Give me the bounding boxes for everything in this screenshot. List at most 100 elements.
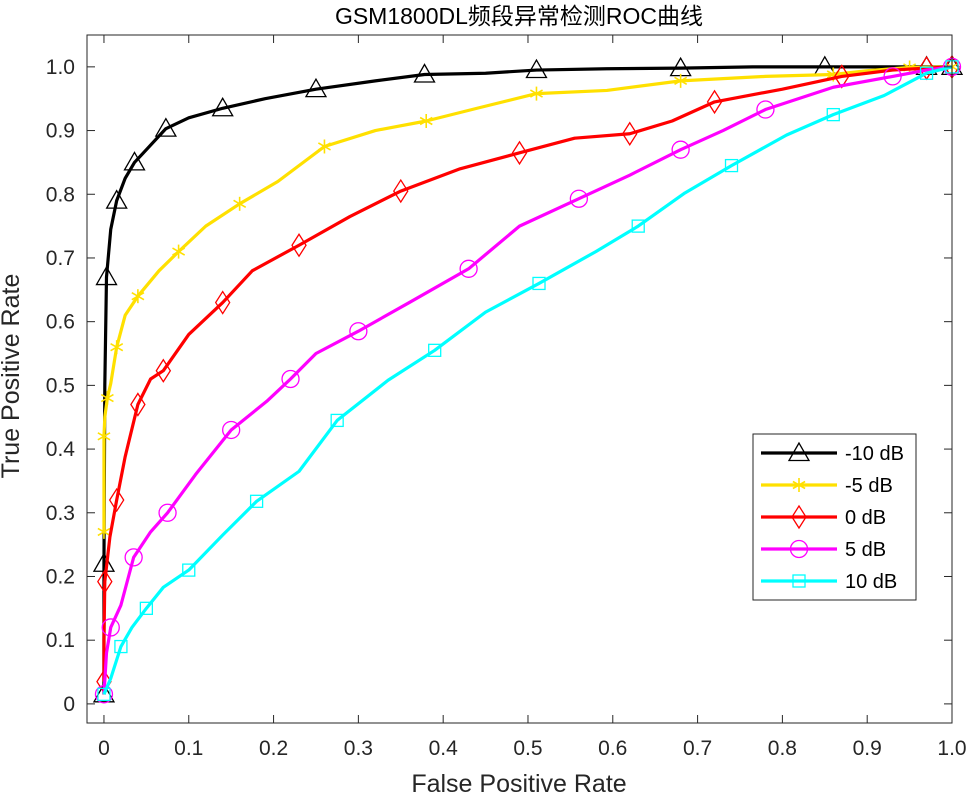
asterisk-stroke [233, 199, 247, 209]
x-tick-label: 0.5 [513, 737, 542, 760]
data-point [155, 358, 172, 383]
data-point [92, 683, 116, 703]
data-point [724, 158, 739, 173]
y-tick-label: 0 [63, 693, 75, 716]
data-point [222, 420, 241, 440]
y-tick-label: 1.0 [46, 56, 75, 79]
data-point [97, 569, 113, 594]
series-4 [97, 60, 959, 701]
series-line [102, 65, 953, 682]
data-point [393, 178, 409, 204]
legend-swatch-marker [792, 574, 806, 588]
x-tick-label: 0.7 [683, 737, 712, 760]
legend-label: 10 dB [845, 571, 897, 593]
legend-label: -5 dB [845, 475, 893, 497]
data-point [419, 114, 433, 128]
series-line [102, 65, 953, 695]
legend-swatch-marker [787, 441, 811, 462]
x-axis-label: False Positive Rate [411, 770, 626, 796]
data-point [459, 259, 478, 278]
legend: -10 dB -5 dB 0 dB 5 dB 10 dB [752, 433, 917, 601]
data-point [182, 563, 196, 577]
data-point [349, 322, 368, 341]
data-point [621, 121, 638, 146]
legend-label: -10 dB [845, 443, 904, 465]
y-tick-label: 0.3 [46, 502, 75, 525]
data-point [100, 391, 114, 406]
asterisk-stroke [110, 342, 124, 352]
data-point [214, 290, 231, 315]
data-point [249, 494, 264, 508]
asterisk-stroke [792, 480, 806, 490]
data-point [826, 107, 840, 122]
data-point [95, 265, 118, 286]
asterisk-stroke [419, 116, 433, 126]
data-point [317, 139, 331, 154]
data-point [172, 244, 186, 259]
data-point [330, 413, 344, 428]
data-point [833, 64, 850, 89]
legend-label: 5 dB [845, 539, 886, 561]
axes-box [86, 34, 953, 724]
y-tick-label: 0.1 [46, 629, 75, 652]
series-line [102, 65, 953, 695]
asterisk-stroke [674, 76, 688, 86]
legend-swatch-marker [791, 504, 807, 530]
data-point [671, 140, 690, 159]
data-point [124, 548, 143, 567]
legend-swatch-marker [792, 478, 806, 492]
y-tick-label: 0.2 [46, 565, 75, 588]
asterisk-stroke [529, 89, 543, 98]
x-tick-label: 0.8 [768, 737, 797, 760]
data-point [130, 392, 146, 417]
data-point [756, 100, 775, 119]
data-point [131, 289, 145, 304]
data-point [105, 189, 128, 209]
y-axis-label: True Positive Rate [0, 274, 25, 479]
x-tick-label: 0 [98, 737, 110, 760]
data-point [511, 140, 528, 166]
asterisk-stroke [97, 527, 111, 537]
data-point [139, 601, 154, 615]
data-point [108, 487, 125, 513]
asterisk-stroke [100, 393, 114, 403]
y-tick-label: 0.6 [46, 311, 75, 334]
data-point [158, 503, 177, 522]
series-3 [94, 57, 962, 704]
y-tick-label: 0.8 [46, 183, 75, 206]
data-point [94, 685, 114, 704]
data-point [919, 66, 934, 80]
data-point [97, 524, 111, 539]
asterisk-stroke [317, 142, 331, 151]
data-point [97, 429, 111, 444]
data-point [674, 73, 688, 88]
data-point [97, 687, 111, 701]
data-point [154, 117, 177, 137]
data-point [631, 219, 645, 233]
data-point [428, 343, 442, 357]
x-tick-label: 0.4 [429, 737, 459, 760]
legend-label: 0 dB [845, 507, 886, 529]
x-tick-label: 1.0 [937, 737, 966, 760]
y-tick-label: 0.7 [46, 247, 75, 270]
axes: 0 0.1 0.2 0.3 0.4 0.5 0.6 0.7 0.8 0.9 1.0 0 0.1 0.2 0.… [46, 34, 966, 760]
data-point [291, 233, 307, 258]
data-point [304, 77, 328, 98]
data-point [706, 89, 723, 115]
y-tick-label: 0.4 [46, 438, 76, 461]
data-point [532, 276, 546, 291]
data-point [413, 63, 436, 83]
x-tick-label: 0.6 [598, 737, 627, 760]
y-tick-label: 0.5 [46, 374, 75, 397]
y-tick-label: 0.9 [46, 120, 75, 143]
data-point [110, 340, 124, 355]
data-point [233, 196, 247, 211]
x-tick-label: 0.3 [344, 737, 373, 760]
x-tick-label: 0.1 [174, 737, 203, 760]
x-tick-label: 0.9 [853, 737, 882, 760]
data-point [525, 58, 548, 79]
asterisk-stroke [97, 432, 111, 441]
plot-area [92, 54, 964, 704]
data-point [529, 86, 543, 101]
